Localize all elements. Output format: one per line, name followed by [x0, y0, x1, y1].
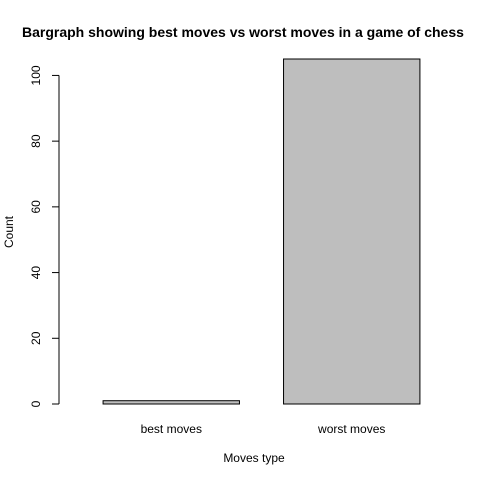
bar-worst-moves — [283, 58, 421, 405]
x-axis-label: Moves type — [223, 451, 285, 465]
x-tick-label: worst moves — [317, 422, 385, 436]
chart-title: Bargraph showing best moves vs worst mov… — [22, 24, 464, 40]
x-tick-label: best moves — [141, 422, 202, 436]
y-tick-label: 100 — [29, 65, 43, 85]
y-axis-label: Count — [2, 215, 16, 248]
y-tick-label: 20 — [29, 331, 43, 345]
bar-best-moves — [102, 400, 240, 405]
bars — [102, 58, 421, 405]
x-tick-labels: best moves worst moves — [141, 422, 386, 436]
y-tick-label: 80 — [29, 134, 43, 148]
y-axis: 0 20 40 60 80 100 — [29, 65, 60, 407]
y-tick-label: 0 — [29, 400, 43, 407]
y-tick-label: 60 — [29, 200, 43, 214]
y-tick-label: 40 — [29, 266, 43, 280]
